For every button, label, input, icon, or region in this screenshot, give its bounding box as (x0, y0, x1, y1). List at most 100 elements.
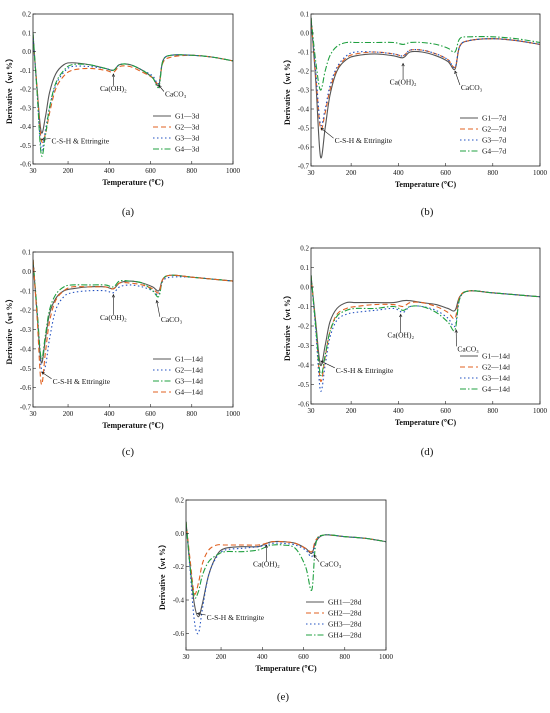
legend-label: G4—7d (482, 147, 506, 156)
panel-label: (a) (122, 206, 135, 218)
legend-label: G2—14d (482, 363, 510, 372)
x-tick-label: 200 (63, 410, 74, 418)
x-axis-label: Temperature (℃) (102, 421, 164, 430)
series-line-a-1 (33, 37, 233, 134)
annotation-label: Ca(OH)₂ (387, 331, 414, 340)
series-line-c-2 (33, 260, 233, 373)
annotation-label: CaCO₃ (161, 315, 183, 324)
x-tick-label: 400 (257, 653, 268, 661)
y-axis-label: Derivative（wt %） (282, 55, 292, 125)
x-tick-label: 600 (145, 167, 156, 175)
y-tick-label: -0.2 (298, 323, 310, 331)
y-tick-label: -0.2 (20, 307, 32, 315)
x-tick-label: 800 (488, 169, 499, 177)
annotation-label: C-S-H & Ettringite (52, 136, 110, 145)
y-tick-label: 0.0 (300, 284, 309, 292)
annotation-label: Ca(OH)₂ (253, 560, 280, 569)
y-tick-label: 0.1 (300, 264, 309, 272)
series-line-e-2 (186, 522, 386, 595)
x-tick-label: 600 (298, 653, 309, 661)
y-tick-label: 0.0 (22, 268, 31, 276)
annotation-arrow (321, 361, 335, 368)
y-tick-label: 0.1 (22, 249, 31, 257)
x-tick-label: 200 (216, 653, 227, 661)
series-line-c-3 (33, 260, 233, 359)
panel-label: (e) (277, 691, 290, 703)
annotation-label: CaCO₃ (461, 83, 483, 92)
legend-label: G2—14d (175, 366, 203, 375)
annotation-label: CaCO₃ (320, 560, 342, 569)
x-tick-label: 1000 (379, 653, 394, 661)
y-tick-label: -0.6 (20, 161, 32, 169)
y-tick-label: -0.3 (298, 87, 310, 95)
y-tick-label: -0.4 (298, 106, 310, 114)
y-tick-label: -0.2 (173, 563, 185, 571)
y-tick-label: -0.1 (20, 67, 32, 75)
legend-label: G3—14d (175, 377, 203, 386)
legend-label: G2—7d (482, 125, 506, 134)
y-tick-label: -0.2 (20, 86, 32, 94)
legend-label: G4—3d (175, 145, 199, 154)
panel-label: (c) (122, 446, 135, 458)
x-tick-label: 400 (393, 407, 404, 415)
x-axis-label: Temperature (℃) (255, 664, 317, 673)
y-tick-label: -0.6 (298, 401, 310, 409)
legend-label: G1—14d (175, 355, 203, 364)
y-tick-label: 0.2 (175, 497, 184, 505)
y-tick-label: -0.6 (20, 384, 32, 392)
x-tick-label: 800 (340, 653, 351, 661)
series-line-e-4 (186, 522, 386, 598)
y-axis-label: Derivative（wt %） (157, 540, 167, 610)
annotation-arrow (321, 128, 334, 138)
x-tick-label: 600 (145, 410, 156, 418)
y-tick-label: -0.5 (20, 365, 32, 373)
x-tick-label: 800 (488, 407, 499, 415)
x-tick-label: 400 (104, 167, 115, 175)
legend-label: G1—3d (175, 112, 199, 121)
y-tick-label: 0.2 (22, 11, 31, 19)
y-tick-label: -0.5 (298, 125, 310, 133)
x-tick-label: 200 (63, 167, 74, 175)
x-axis-label: Temperature (℃) (395, 180, 457, 189)
legend-label: G1—7d (482, 114, 506, 123)
y-tick-label: -0.1 (298, 49, 310, 57)
legend-label: GH3—28d (328, 620, 362, 629)
legend-label: G4—14d (482, 385, 510, 394)
y-tick-label: -0.3 (20, 104, 32, 112)
y-axis-label: Derivative（wt %） (4, 295, 14, 365)
legend-label: GH2—28d (328, 609, 362, 618)
series-line-a-3 (33, 35, 233, 151)
x-tick-label: 30 (183, 653, 191, 661)
y-tick-label: -0.4 (298, 362, 310, 370)
legend-label: G3—7d (482, 136, 506, 145)
annotation-label: Ca(OH)₂ (390, 77, 417, 86)
y-tick-label: -0.7 (20, 404, 32, 412)
y-tick-label: -0.6 (298, 144, 310, 152)
y-tick-label: -0.4 (173, 597, 185, 605)
y-axis-label: Derivative（wt %） (4, 54, 14, 124)
y-tick-label: 0.0 (22, 48, 31, 56)
series-line-c-1 (33, 260, 233, 363)
annotation-label: CaCO₃ (165, 90, 187, 99)
annotation-label: C-S-H & Ettringite (336, 366, 394, 375)
x-tick-label: 1000 (226, 410, 241, 418)
y-tick-label: -0.1 (298, 303, 310, 311)
series-line-b-3 (311, 18, 540, 126)
legend-label: G3—14d (482, 374, 510, 383)
series-line-d-4 (311, 275, 540, 375)
series-line-b-4 (311, 18, 540, 90)
series-line-c-4 (33, 260, 233, 385)
y-tick-label: -0.5 (298, 381, 310, 389)
x-tick-label: 1000 (226, 167, 241, 175)
annotation-label: Ca(OH)₂ (100, 84, 127, 93)
annotation-label: Ca(OH)₂ (100, 313, 127, 322)
x-tick-label: 1000 (533, 407, 548, 415)
x-tick-label: 600 (440, 407, 451, 415)
annotation-label: C-S-H & Ettringite (335, 136, 393, 145)
